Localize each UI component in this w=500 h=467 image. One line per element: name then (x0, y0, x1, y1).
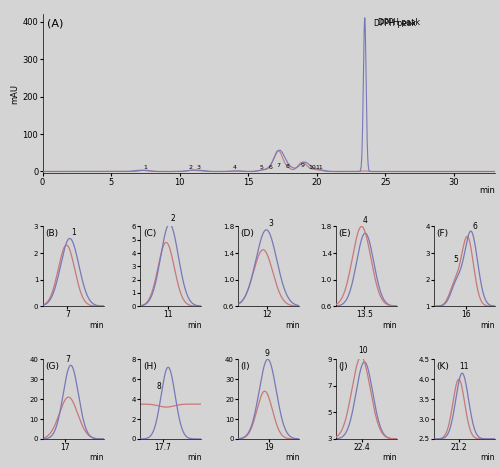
Text: (I): (I) (240, 361, 250, 371)
Text: 3: 3 (268, 219, 273, 228)
Text: min: min (187, 453, 202, 462)
Text: 4: 4 (363, 216, 368, 225)
Text: min: min (285, 320, 300, 330)
Text: 10: 10 (309, 165, 316, 170)
Text: min: min (285, 453, 300, 462)
Text: (J): (J) (338, 361, 348, 371)
Text: (F): (F) (436, 229, 448, 238)
Text: 9: 9 (264, 349, 270, 358)
Text: 10: 10 (358, 347, 368, 355)
Text: (C): (C) (143, 229, 156, 238)
Text: (H): (H) (143, 361, 156, 371)
Text: 6: 6 (472, 222, 477, 231)
Text: 8: 8 (286, 164, 290, 169)
Text: (G): (G) (45, 361, 59, 371)
Text: min: min (187, 320, 202, 330)
Text: 11: 11 (316, 165, 324, 170)
Text: 2: 2 (188, 165, 192, 170)
Text: min: min (480, 453, 495, 462)
Text: 8: 8 (156, 382, 161, 391)
Text: min: min (480, 320, 495, 330)
Text: 5: 5 (260, 165, 264, 170)
Text: 3: 3 (197, 165, 201, 170)
Text: min: min (382, 320, 397, 330)
Text: 9: 9 (300, 163, 304, 168)
Text: 1: 1 (144, 165, 148, 170)
Text: 6: 6 (269, 165, 272, 170)
Text: DPPH peak: DPPH peak (374, 19, 416, 28)
Text: (K): (K) (436, 361, 449, 371)
Text: min: min (89, 453, 104, 462)
Text: 1: 1 (72, 228, 76, 237)
Text: min: min (479, 186, 495, 195)
Text: DPPH peak: DPPH peak (378, 18, 420, 27)
Text: min: min (89, 320, 104, 330)
Text: 7: 7 (66, 355, 70, 364)
Text: min: min (382, 453, 397, 462)
Text: (B): (B) (45, 229, 58, 238)
Text: 4: 4 (232, 165, 236, 170)
Text: (D): (D) (240, 229, 254, 238)
Text: 2: 2 (171, 213, 175, 222)
Text: 11: 11 (460, 362, 469, 371)
Text: 7: 7 (276, 163, 280, 168)
Text: (A): (A) (47, 19, 64, 29)
Text: (E): (E) (338, 229, 351, 238)
Text: 5: 5 (454, 255, 458, 264)
Y-axis label: mAU: mAU (10, 84, 20, 104)
